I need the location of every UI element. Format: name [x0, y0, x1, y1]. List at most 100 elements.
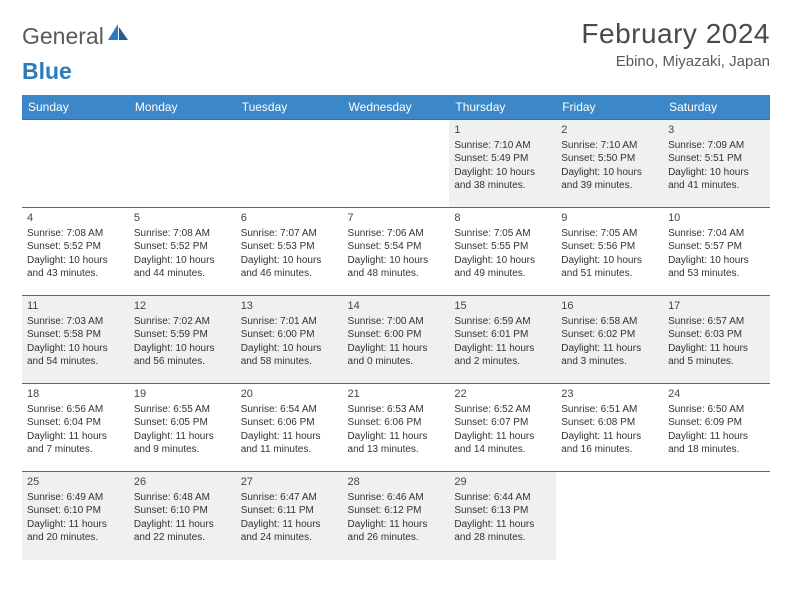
- day-number: 8: [454, 211, 551, 226]
- calendar-cell: 21Sunrise: 6:53 AMSunset: 6:06 PMDayligh…: [343, 384, 450, 472]
- day-number: 13: [241, 299, 338, 314]
- dayname-fri: Friday: [556, 95, 663, 120]
- day-number: 10: [668, 211, 765, 226]
- daylight-text: Daylight: 11 hours: [27, 518, 124, 532]
- sunrise-text: Sunrise: 7:01 AM: [241, 315, 338, 329]
- calendar-cell: 14Sunrise: 7:00 AMSunset: 6:00 PMDayligh…: [343, 296, 450, 384]
- sunset-text: Sunset: 6:04 PM: [27, 416, 124, 430]
- sunset-text: Sunset: 5:50 PM: [561, 152, 658, 166]
- calendar-row: 18Sunrise: 6:56 AMSunset: 6:04 PMDayligh…: [22, 384, 770, 472]
- calendar-cell: 13Sunrise: 7:01 AMSunset: 6:00 PMDayligh…: [236, 296, 343, 384]
- daylight-text: and 54 minutes.: [27, 355, 124, 369]
- day-number: 11: [27, 299, 124, 314]
- day-number: 7: [348, 211, 445, 226]
- sunrise-text: Sunrise: 7:08 AM: [134, 227, 231, 241]
- daylight-text: Daylight: 11 hours: [668, 430, 765, 444]
- daylight-text: Daylight: 10 hours: [668, 254, 765, 268]
- day-number: 21: [348, 387, 445, 402]
- daylight-text: Daylight: 11 hours: [561, 342, 658, 356]
- calendar-cell: 16Sunrise: 6:58 AMSunset: 6:02 PMDayligh…: [556, 296, 663, 384]
- daylight-text: Daylight: 10 hours: [241, 342, 338, 356]
- dayname-sun: Sunday: [22, 95, 129, 120]
- calendar-cell: 8Sunrise: 7:05 AMSunset: 5:55 PMDaylight…: [449, 208, 556, 296]
- calendar-cell: 19Sunrise: 6:55 AMSunset: 6:05 PMDayligh…: [129, 384, 236, 472]
- sunset-text: Sunset: 6:03 PM: [668, 328, 765, 342]
- day-number: 23: [561, 387, 658, 402]
- sunset-text: Sunset: 6:06 PM: [241, 416, 338, 430]
- calendar-cell: 2Sunrise: 7:10 AMSunset: 5:50 PMDaylight…: [556, 120, 663, 208]
- sunrise-text: Sunrise: 7:02 AM: [134, 315, 231, 329]
- sunrise-text: Sunrise: 6:50 AM: [668, 403, 765, 417]
- daylight-text: Daylight: 11 hours: [454, 342, 551, 356]
- title-block: February 2024 Ebino, Miyazaki, Japan: [581, 18, 770, 70]
- sunset-text: Sunset: 5:58 PM: [27, 328, 124, 342]
- calendar-cell-empty: [343, 120, 450, 208]
- calendar-cell: 12Sunrise: 7:02 AMSunset: 5:59 PMDayligh…: [129, 296, 236, 384]
- daylight-text: Daylight: 11 hours: [348, 518, 445, 532]
- calendar-cell-empty: [236, 120, 343, 208]
- daylight-text: and 38 minutes.: [454, 179, 551, 193]
- calendar-cell: 1Sunrise: 7:10 AMSunset: 5:49 PMDaylight…: [449, 120, 556, 208]
- daylight-text: and 18 minutes.: [668, 443, 765, 457]
- sunrise-text: Sunrise: 7:05 AM: [561, 227, 658, 241]
- daylight-text: and 49 minutes.: [454, 267, 551, 281]
- day-number: 17: [668, 299, 765, 314]
- calendar-cell: 29Sunrise: 6:44 AMSunset: 6:13 PMDayligh…: [449, 472, 556, 560]
- calendar-cell: 24Sunrise: 6:50 AMSunset: 6:09 PMDayligh…: [663, 384, 770, 472]
- daylight-text: and 58 minutes.: [241, 355, 338, 369]
- sunrise-text: Sunrise: 7:07 AM: [241, 227, 338, 241]
- sunset-text: Sunset: 5:55 PM: [454, 240, 551, 254]
- daylight-text: Daylight: 10 hours: [561, 166, 658, 180]
- daylight-text: Daylight: 11 hours: [561, 430, 658, 444]
- calendar-cell: 18Sunrise: 6:56 AMSunset: 6:04 PMDayligh…: [22, 384, 129, 472]
- calendar-cell: 20Sunrise: 6:54 AMSunset: 6:06 PMDayligh…: [236, 384, 343, 472]
- sunrise-text: Sunrise: 6:59 AM: [454, 315, 551, 329]
- daylight-text: and 53 minutes.: [668, 267, 765, 281]
- dayname-thu: Thursday: [449, 95, 556, 120]
- day-number: 3: [668, 123, 765, 138]
- sunset-text: Sunset: 5:52 PM: [27, 240, 124, 254]
- calendar-cell: 3Sunrise: 7:09 AMSunset: 5:51 PMDaylight…: [663, 120, 770, 208]
- sunrise-text: Sunrise: 7:04 AM: [668, 227, 765, 241]
- calendar-row: 1Sunrise: 7:10 AMSunset: 5:49 PMDaylight…: [22, 120, 770, 208]
- sunrise-text: Sunrise: 7:10 AM: [561, 139, 658, 153]
- sunset-text: Sunset: 6:10 PM: [134, 504, 231, 518]
- calendar-row: 25Sunrise: 6:49 AMSunset: 6:10 PMDayligh…: [22, 472, 770, 560]
- day-number: 24: [668, 387, 765, 402]
- sunset-text: Sunset: 6:06 PM: [348, 416, 445, 430]
- sunset-text: Sunset: 6:00 PM: [241, 328, 338, 342]
- sunset-text: Sunset: 6:12 PM: [348, 504, 445, 518]
- calendar-cell: 9Sunrise: 7:05 AMSunset: 5:56 PMDaylight…: [556, 208, 663, 296]
- sunrise-text: Sunrise: 6:56 AM: [27, 403, 124, 417]
- daylight-text: and 28 minutes.: [454, 531, 551, 545]
- location-text: Ebino, Miyazaki, Japan: [581, 53, 770, 70]
- day-number: 2: [561, 123, 658, 138]
- sunrise-text: Sunrise: 6:53 AM: [348, 403, 445, 417]
- sunset-text: Sunset: 6:10 PM: [27, 504, 124, 518]
- day-number: 14: [348, 299, 445, 314]
- daylight-text: and 9 minutes.: [134, 443, 231, 457]
- sunrise-text: Sunrise: 6:51 AM: [561, 403, 658, 417]
- sunrise-text: Sunrise: 7:03 AM: [27, 315, 124, 329]
- daylight-text: Daylight: 11 hours: [241, 518, 338, 532]
- calendar-cell: 6Sunrise: 7:07 AMSunset: 5:53 PMDaylight…: [236, 208, 343, 296]
- daylight-text: and 43 minutes.: [27, 267, 124, 281]
- daylight-text: and 44 minutes.: [134, 267, 231, 281]
- daylight-text: Daylight: 10 hours: [348, 254, 445, 268]
- daylight-text: Daylight: 11 hours: [348, 342, 445, 356]
- sunset-text: Sunset: 5:52 PM: [134, 240, 231, 254]
- sunset-text: Sunset: 6:13 PM: [454, 504, 551, 518]
- sunset-text: Sunset: 6:05 PM: [134, 416, 231, 430]
- daylight-text: and 11 minutes.: [241, 443, 338, 457]
- daylight-text: and 46 minutes.: [241, 267, 338, 281]
- day-number: 6: [241, 211, 338, 226]
- sunrise-text: Sunrise: 7:05 AM: [454, 227, 551, 241]
- dayname-row: Sunday Monday Tuesday Wednesday Thursday…: [22, 95, 770, 120]
- daylight-text: and 3 minutes.: [561, 355, 658, 369]
- calendar-row: 4Sunrise: 7:08 AMSunset: 5:52 PMDaylight…: [22, 208, 770, 296]
- sunrise-text: Sunrise: 7:08 AM: [27, 227, 124, 241]
- sunrise-text: Sunrise: 6:44 AM: [454, 491, 551, 505]
- daylight-text: Daylight: 11 hours: [27, 430, 124, 444]
- calendar-cell-empty: [129, 120, 236, 208]
- sunset-text: Sunset: 6:11 PM: [241, 504, 338, 518]
